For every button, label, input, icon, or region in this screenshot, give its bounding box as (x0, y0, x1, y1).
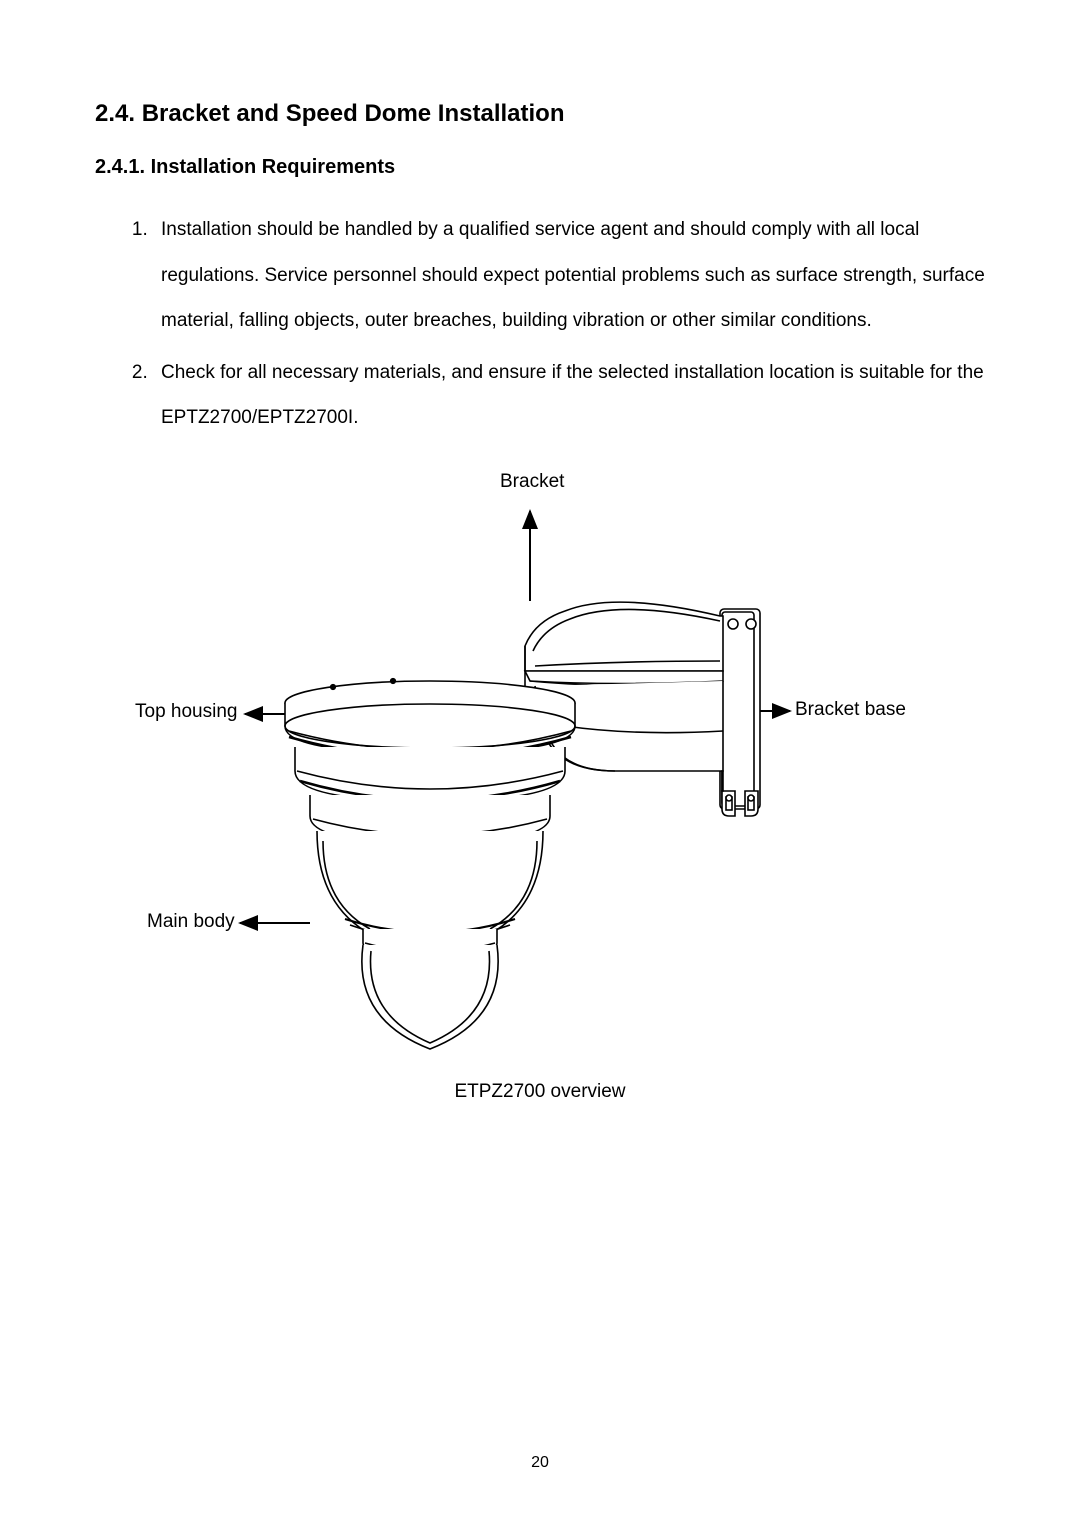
diagram-svg (95, 471, 985, 1061)
section-number: 2.4. (95, 100, 135, 127)
subsection-title: Installation Requirements (151, 156, 396, 178)
section-title: Bracket and Speed Dome Installation (142, 100, 565, 127)
overview-diagram: Bracket Top housing Bracket base Main bo… (95, 471, 985, 1061)
diagram-label-top-housing: Top housing (135, 701, 237, 723)
subsection-number: 2.4.1. (95, 156, 145, 178)
diagram-label-bracket-base: Bracket base (795, 699, 906, 721)
page-container: 2.4. Bracket and Speed Dome Installation… (0, 0, 1080, 1527)
page-number: 20 (0, 1454, 1080, 1472)
requirements-list: Installation should be handled by a qual… (95, 207, 985, 441)
subsection-heading: 2.4.1. Installation Requirements (95, 156, 985, 179)
diagram-label-main-body: Main body (147, 911, 235, 933)
list-item: Check for all necessary materials, and e… (153, 350, 985, 441)
diagram-caption: ETPZ2700 overview (95, 1081, 985, 1103)
section-heading: 2.4. Bracket and Speed Dome Installation (95, 100, 985, 128)
list-item: Installation should be handled by a qual… (153, 207, 985, 344)
diagram-label-bracket: Bracket (500, 471, 564, 493)
